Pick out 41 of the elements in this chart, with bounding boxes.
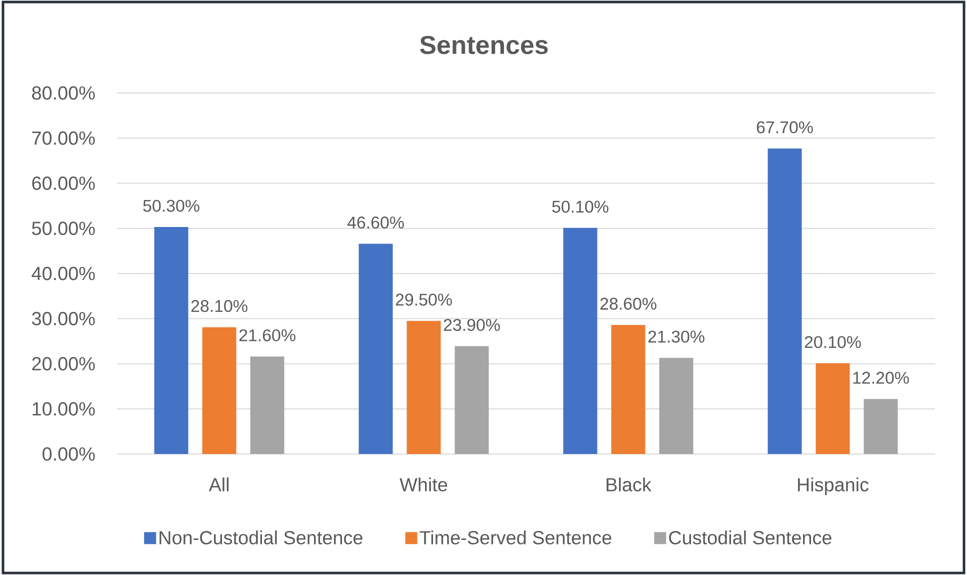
x-tick-label: Hispanic: [798, 478, 869, 496]
y-tick-label: 40.00%: [32, 266, 95, 280]
legend-label: Custodial Sentence: [669, 530, 832, 544]
bar: [454, 346, 489, 454]
y-tick-label: 50.00%: [32, 222, 95, 236]
y-tick-label: 60.00%: [32, 176, 95, 190]
bar: [358, 244, 393, 454]
bar: [202, 327, 236, 454]
data-label: 21.30%: [648, 330, 704, 343]
data-label: 29.50%: [396, 294, 452, 306]
bar: [154, 227, 188, 454]
y-tick-label: 30.00%: [32, 312, 95, 326]
bar: [816, 363, 850, 454]
data-label: 23.90%: [444, 318, 500, 331]
legend-label: Non-Custodial Sentence: [160, 530, 362, 544]
bar: [250, 356, 284, 454]
data-label: 21.60%: [239, 329, 296, 342]
x-tick-label: All: [208, 478, 228, 492]
data-label: 12.20%: [853, 372, 909, 384]
y-tick-label: 80.00%: [32, 86, 95, 100]
y-tick-label: 20.00%: [32, 357, 95, 370]
x-tick-label: Black: [606, 478, 652, 492]
data-label: 28.10%: [191, 300, 248, 312]
data-label: 50.10%: [552, 200, 608, 213]
legend-label: Time-Served Sentence: [420, 530, 612, 544]
bar: [563, 228, 598, 454]
y-tick-label: 10.00%: [32, 402, 95, 416]
data-label: 50.30%: [143, 200, 200, 212]
y-tick-label: 70.00%: [32, 131, 95, 145]
data-label: 67.70%: [756, 121, 813, 134]
chart-title: Sentences: [420, 36, 548, 54]
bar: [768, 148, 802, 454]
y-tick-label: 0.00%: [42, 447, 95, 461]
data-label: 46.60%: [347, 216, 404, 229]
bar: [406, 320, 441, 454]
x-tick-label: White: [400, 478, 448, 492]
bar: [611, 324, 646, 454]
data-label: 28.60%: [600, 298, 656, 310]
bar: [864, 398, 898, 454]
bar: [659, 358, 694, 454]
data-label: 20.10%: [804, 336, 861, 348]
